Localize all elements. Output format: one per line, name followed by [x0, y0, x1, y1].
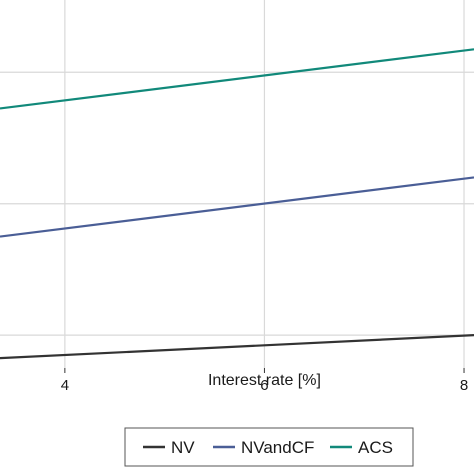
legend-label-nvandcf: NVandCF	[241, 438, 314, 457]
x-ticks: 4 6 8	[61, 368, 468, 394]
grid-layer	[0, 0, 474, 368]
series-line-nvandcf	[0, 176, 474, 238]
legend: NV NVandCF ACS	[124, 427, 414, 467]
x-tick-label: 8	[460, 377, 468, 394]
series-layer	[0, 48, 474, 360]
x-tick-label: 4	[61, 377, 69, 394]
series-line-nv	[0, 334, 474, 360]
x-tick-label: 6	[260, 377, 268, 394]
legend-box	[124, 427, 414, 467]
series-line-acs	[0, 48, 474, 110]
x-axis-title: Interest rate [%]	[208, 372, 321, 389]
legend-label-acs: ACS	[358, 438, 393, 457]
legend-items: NV NVandCF ACS	[143, 438, 393, 457]
legend-label-nv: NV	[171, 438, 195, 457]
